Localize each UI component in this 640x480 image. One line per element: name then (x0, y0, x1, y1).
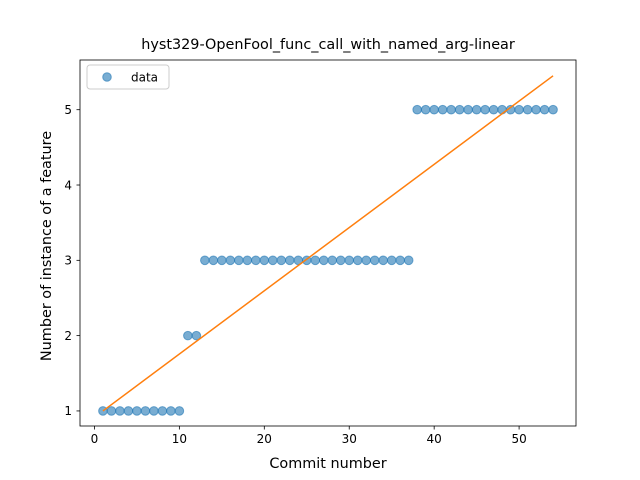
data-point (327, 255, 338, 266)
data-point (497, 104, 507, 115)
data-point (208, 255, 219, 266)
data-point (123, 406, 134, 416)
y-tick-label: 4 (64, 178, 72, 192)
data-point (386, 255, 397, 266)
data-point (149, 406, 159, 416)
data-point (361, 255, 372, 266)
x-tick-label: 40 (427, 432, 442, 446)
data-point (539, 104, 550, 115)
data-point (200, 255, 210, 266)
x-tick-label: 50 (511, 432, 526, 446)
data-point (251, 255, 261, 266)
data-point (140, 406, 151, 416)
data-point (403, 255, 414, 266)
plot-area (98, 75, 558, 416)
fit-line (102, 75, 554, 412)
data-point (242, 255, 253, 266)
data-point (267, 255, 278, 266)
data-point (166, 406, 176, 416)
legend: data (86, 64, 170, 90)
data-point (352, 255, 363, 266)
axes: 0 10 20 30 40 50 1 2 3 4 5 (64, 59, 577, 446)
data-point (174, 406, 185, 416)
data-point (446, 104, 456, 115)
data-point (514, 104, 524, 115)
data-point (463, 104, 473, 115)
data-point (234, 255, 244, 266)
data-point (191, 330, 202, 341)
legend-marker (102, 72, 112, 82)
axes-frame (79, 59, 577, 427)
data-point (488, 104, 499, 115)
data-point (454, 104, 465, 115)
x-axis-label: Commit number (269, 456, 386, 472)
x-tick-label: 30 (342, 432, 357, 446)
x-tick-label: 20 (257, 432, 272, 446)
data-point (420, 104, 431, 115)
data-point (471, 104, 482, 115)
data-point (259, 255, 270, 266)
data-point (225, 255, 236, 266)
y-tick-label: 3 (64, 254, 72, 268)
data-point (378, 255, 389, 266)
y-axis-label: Number of instance of a feature (39, 131, 55, 361)
data-point (318, 255, 329, 266)
data-point (412, 104, 422, 115)
x-tick-label: 10 (172, 432, 187, 446)
data-point (106, 406, 117, 416)
data-point (183, 330, 193, 341)
data-point (157, 406, 168, 416)
data-point (395, 255, 405, 266)
data-point (369, 255, 380, 266)
legend-box (86, 64, 170, 90)
data-point (344, 255, 355, 266)
x-tick-label: 0 (91, 432, 99, 446)
legend-label: data (131, 70, 158, 84)
data-point (522, 104, 533, 115)
data-point (429, 104, 439, 115)
data-point (310, 255, 321, 266)
data-point (217, 255, 227, 266)
y-tick-label: 1 (64, 404, 72, 418)
data-point (132, 406, 142, 416)
y-tick-label: 2 (64, 329, 72, 343)
y-tick-label: 5 (64, 103, 72, 117)
data-point (548, 104, 558, 115)
data-point (276, 255, 287, 266)
data-point (437, 104, 448, 115)
data-point (531, 104, 541, 115)
data-point (284, 255, 295, 266)
chart-title: hyst329-OpenFool_func_call_with_named_ar… (141, 37, 515, 53)
data-point (115, 406, 125, 416)
data-point (480, 104, 490, 115)
data-point (335, 255, 346, 266)
